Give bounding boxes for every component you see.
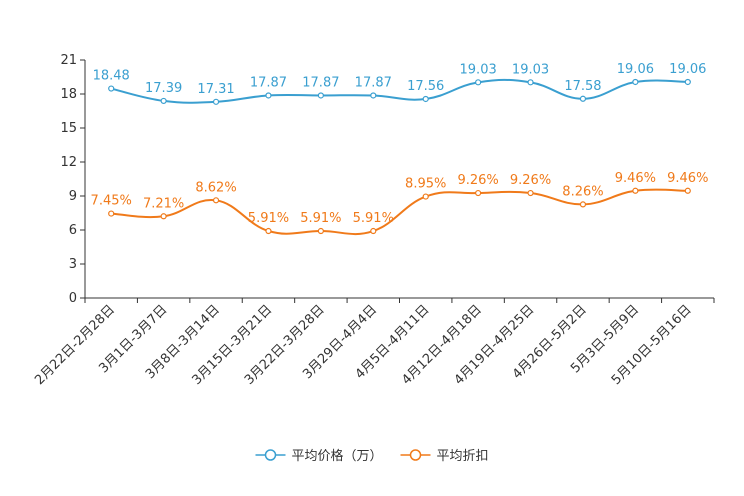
legend-label: 平均折扣 — [437, 449, 489, 464]
data-label-1: 17.58 — [564, 79, 601, 94]
series-point-1[interactable] — [317, 92, 324, 99]
data-label-2: 5.91% — [248, 211, 289, 226]
series-point-1[interactable] — [475, 79, 482, 86]
series-point-1[interactable] — [370, 92, 377, 99]
series-point-2[interactable] — [527, 189, 534, 197]
y-tick-label: 12 — [60, 155, 77, 170]
series-layer — [108, 78, 691, 236]
legend-item-1[interactable]: 平均价格（万） — [255, 448, 383, 464]
data-label-2: 5.91% — [353, 211, 394, 226]
legend[interactable]: 平均价格（万） 平均折扣 — [255, 448, 489, 464]
data-label-1: 17.39 — [145, 81, 182, 96]
series-point-1[interactable] — [265, 92, 272, 99]
series-point-2[interactable] — [212, 197, 220, 204]
series-point-1[interactable] — [422, 95, 429, 103]
y-tick-label: 18 — [60, 87, 77, 102]
data-label-1: 17.87 — [355, 75, 392, 90]
data-label-1: 19.03 — [460, 62, 497, 77]
legend-label: 平均价格（万） — [292, 448, 383, 464]
y-tick-label: 6 — [69, 223, 77, 238]
data-label-2: 7.21% — [143, 196, 184, 211]
legend-swatch-marker — [409, 449, 422, 461]
data-label-2: 8.62% — [195, 180, 236, 195]
series-point-2[interactable] — [370, 227, 377, 235]
data-label-1: 17.87 — [302, 75, 339, 90]
legend-item-2[interactable]: 平均折扣 — [400, 449, 489, 464]
series-line-1 — [110, 78, 688, 104]
data-label-2: 9.26% — [510, 173, 551, 188]
series-point-2[interactable] — [160, 213, 167, 220]
data-label-1: 19.03 — [512, 62, 549, 77]
y-tick-label: 0 — [69, 291, 77, 306]
data-label-2: 7.45% — [91, 194, 132, 209]
series-point-1[interactable] — [212, 98, 220, 105]
data-label-2: 8.95% — [405, 177, 446, 192]
data-label-1: 18.48 — [93, 69, 130, 84]
series-point-2[interactable] — [265, 227, 272, 235]
series-point-1[interactable] — [579, 95, 587, 102]
series-point-2[interactable] — [632, 187, 639, 194]
series-point-2[interactable] — [475, 189, 482, 197]
data-label-1: 17.31 — [197, 82, 234, 97]
series-point-2[interactable] — [422, 193, 429, 200]
series-point-1[interactable] — [108, 85, 115, 92]
data-label-1: 19.06 — [669, 62, 706, 77]
series-point-2[interactable] — [579, 201, 587, 208]
data-label-2: 9.46% — [667, 171, 708, 186]
series-point-1[interactable] — [632, 78, 639, 86]
data-label-1: 17.87 — [250, 75, 287, 90]
y-tick-label: 9 — [69, 189, 77, 204]
y-tick-label: 21 — [60, 53, 77, 68]
data-label-1: 19.06 — [617, 62, 654, 77]
legend-swatch-marker — [264, 449, 277, 461]
data-label-2: 9.46% — [615, 171, 656, 186]
series-point-1[interactable] — [527, 79, 534, 86]
series-point-1[interactable] — [684, 78, 691, 86]
data-label-2: 5.91% — [300, 211, 341, 226]
y-tick-label: 3 — [69, 257, 77, 272]
y-tick-label: 15 — [60, 121, 77, 136]
series-point-2[interactable] — [108, 210, 115, 217]
data-label-1: 17.56 — [407, 79, 444, 94]
data-label-2: 9.26% — [457, 173, 498, 188]
series-point-1[interactable] — [160, 97, 167, 105]
series-point-2[interactable] — [317, 227, 324, 235]
data-labels: 18.48 17.39 17.31 17.87 17.87 17.87 17.56 19.03… — [91, 62, 709, 226]
series-point-2[interactable] — [684, 187, 691, 194]
data-label-2: 8.26% — [562, 184, 603, 199]
